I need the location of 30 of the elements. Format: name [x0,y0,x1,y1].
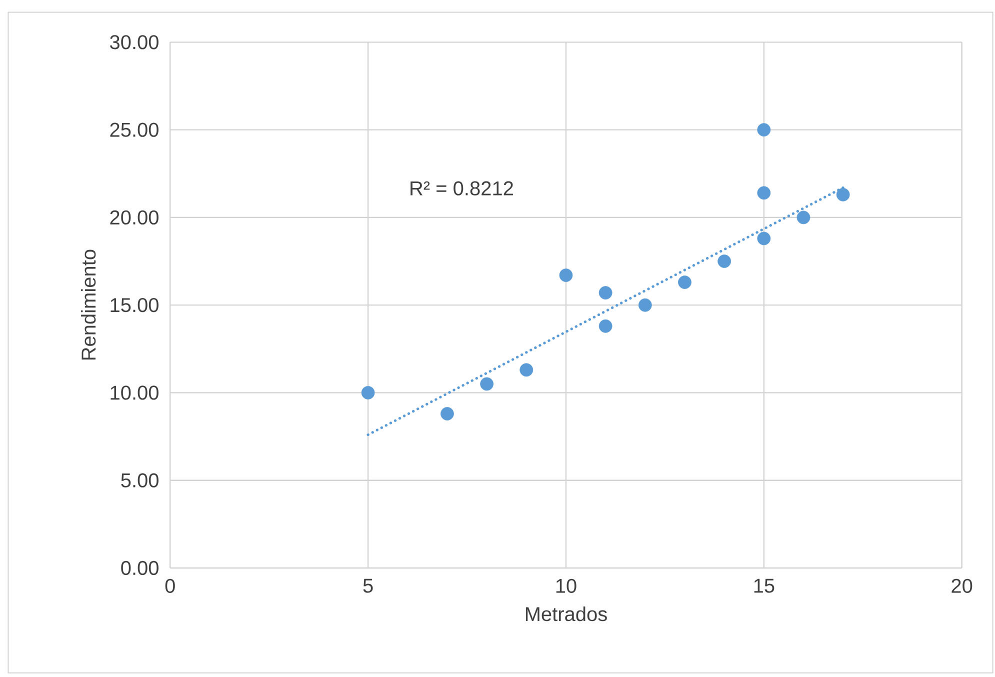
y-tick-label: 20.00 [110,210,158,224]
x-axis-title: Metrados [526,606,607,622]
point [796,210,810,224]
x-tick-label: 5 [363,578,373,593]
y-tick-label: 0.00 [121,560,158,575]
point [638,298,652,312]
point [480,377,494,391]
point [520,363,534,377]
x-tick-label: 10 [556,578,576,593]
x-tick-label: 0 [165,578,175,593]
point [361,386,375,400]
point [757,186,771,200]
x-tick-label: 15 [754,578,774,593]
point [718,254,732,268]
point [757,232,771,246]
y-tick-label: 25.00 [110,122,158,137]
y-tick-label: 5.00 [121,473,158,488]
point [598,286,612,300]
x-tick-label: 20 [952,578,972,593]
point [836,188,850,202]
annotation: R² = 0.8212 [410,181,513,196]
y-tick-label: 10.00 [110,386,158,400]
y-axis-title: Rendimiento [81,250,96,360]
point [757,123,771,136]
point [678,276,692,289]
point [598,319,612,333]
y-tick-label: 15.00 [110,298,158,312]
y-tick-label: 30.00 [110,35,158,50]
point [440,406,454,420]
point [559,268,573,282]
